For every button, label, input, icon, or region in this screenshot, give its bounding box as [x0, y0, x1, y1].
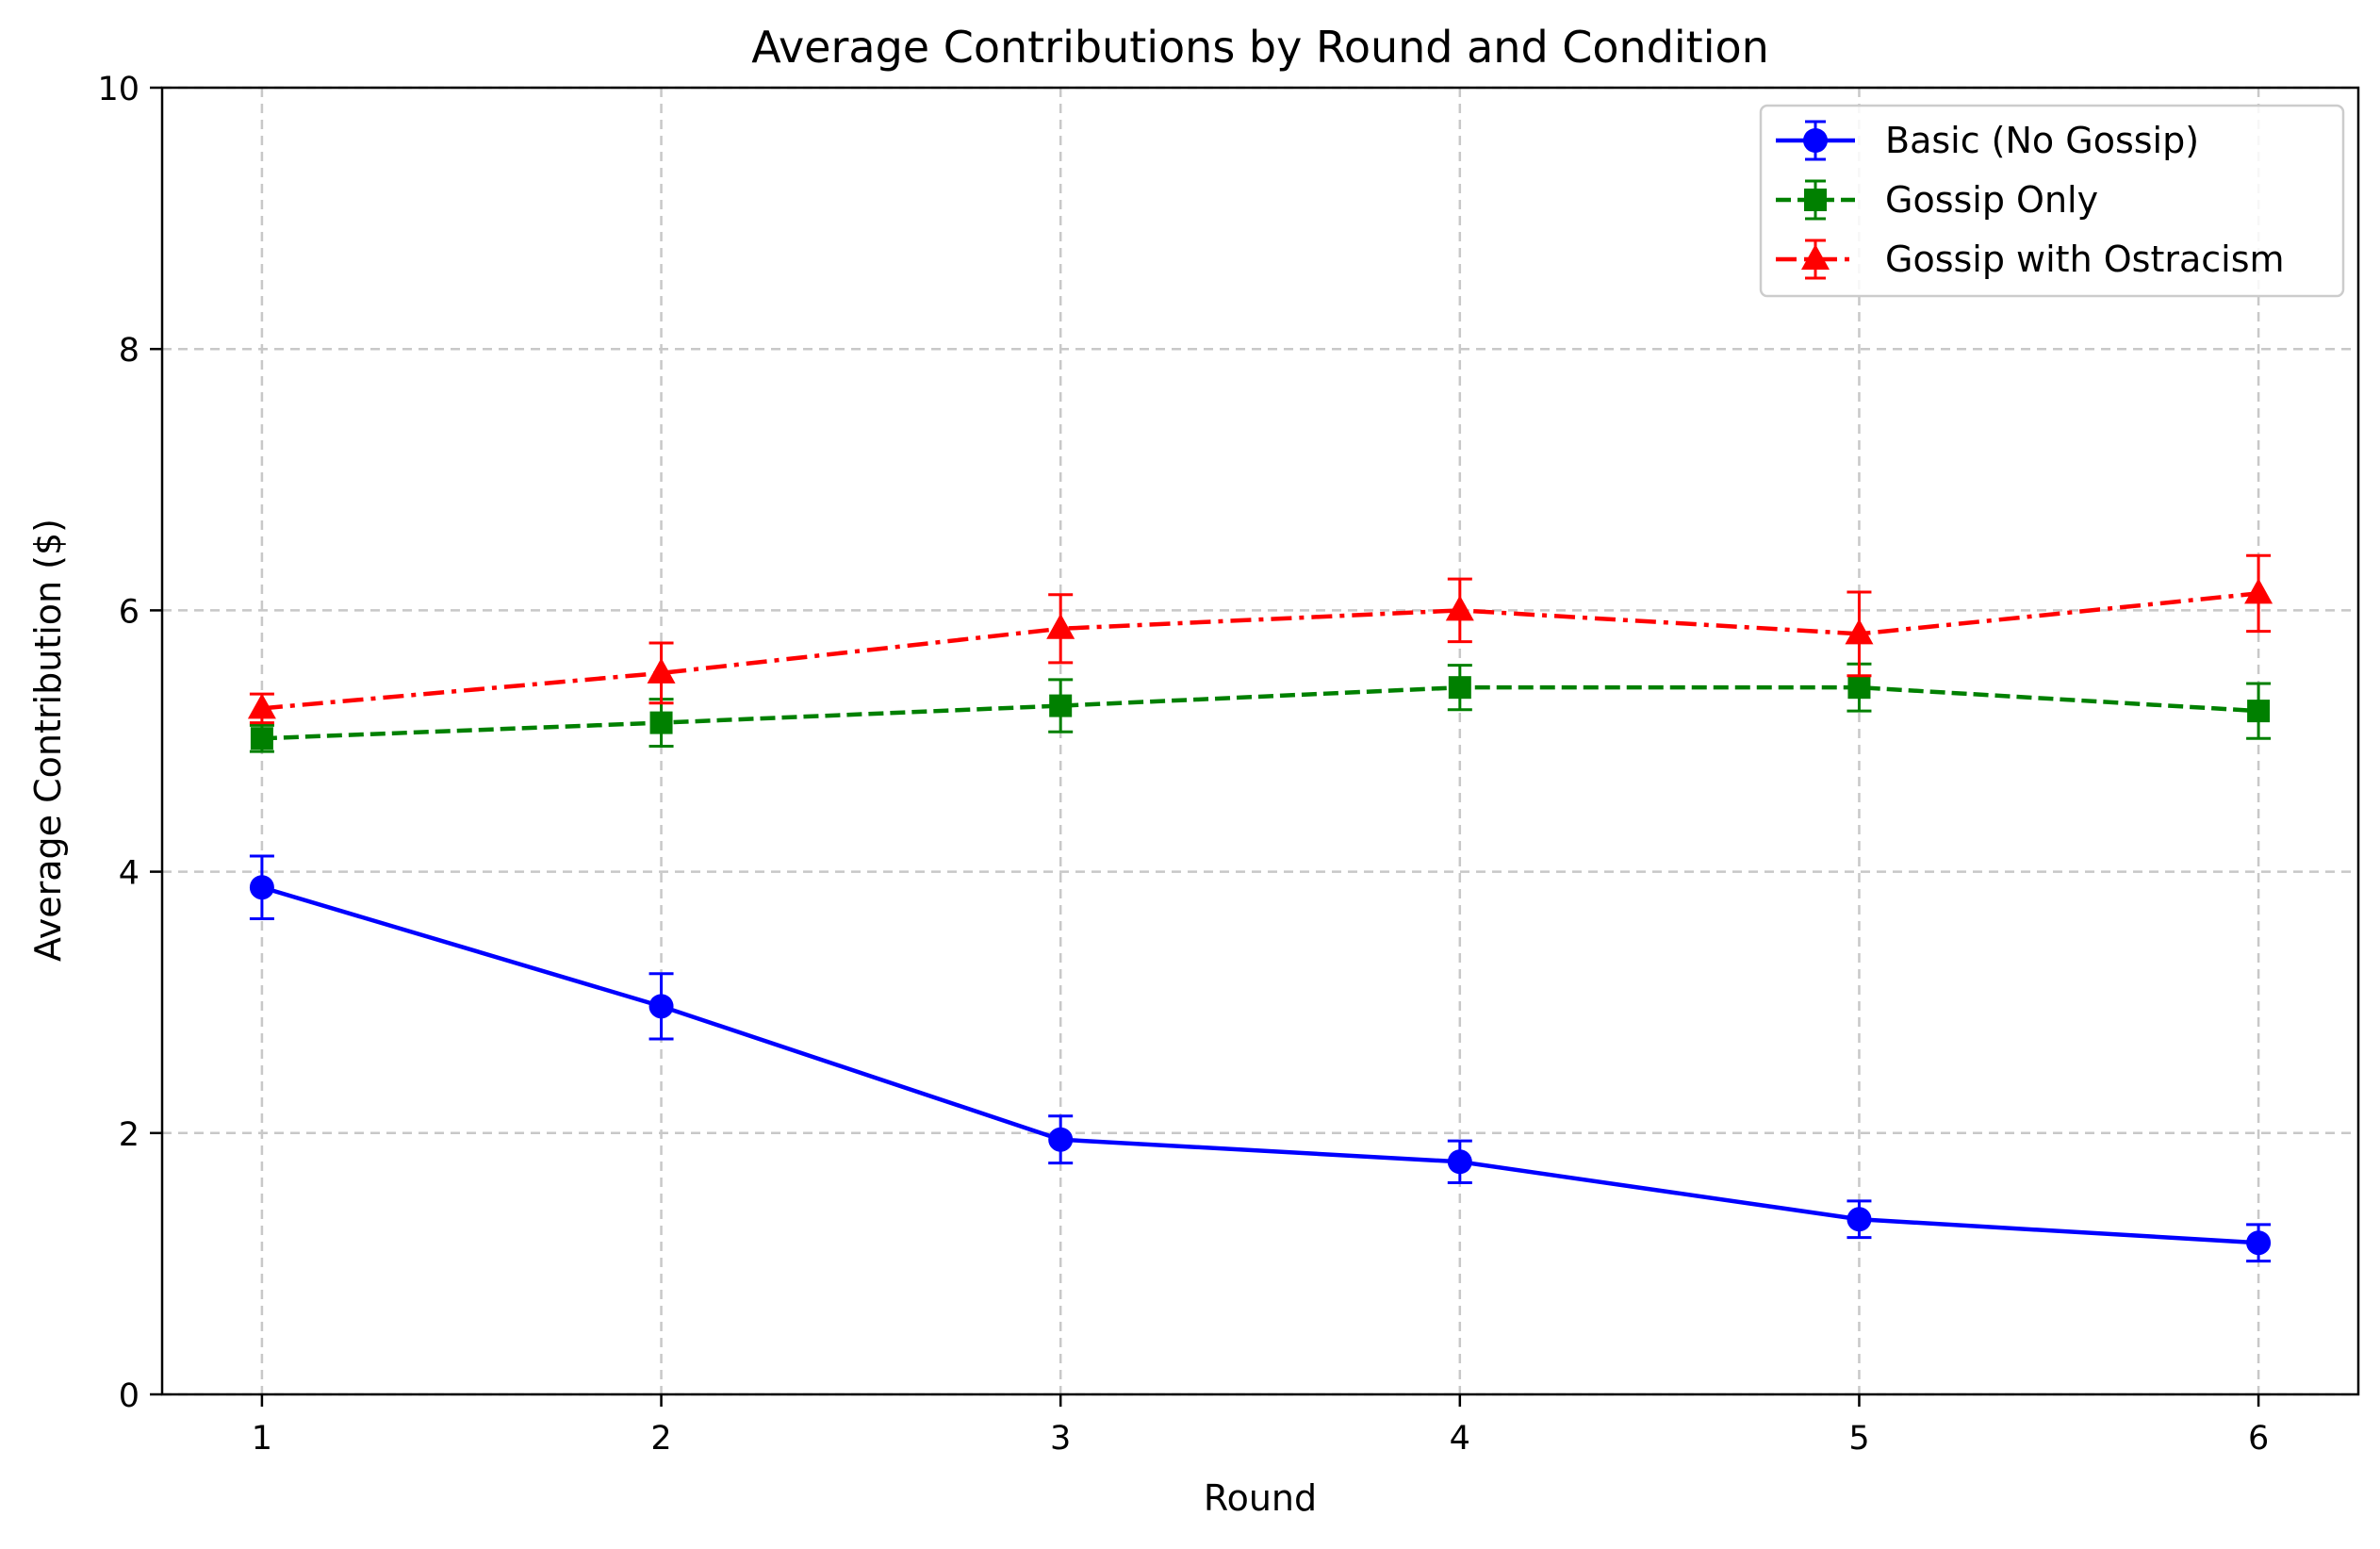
data-point: [647, 657, 676, 684]
legend-frame: [1759, 104, 2345, 298]
data-point: [1448, 676, 1471, 700]
legend-marker: [1803, 128, 1828, 153]
data-point: [1049, 694, 1073, 717]
legend-marker: [1804, 189, 1827, 211]
data-point: [1847, 1207, 1872, 1232]
axes-layer: 1 2 3 4 5 6 0 2 4 6 8 10: [97, 71, 2360, 1458]
y-tick-label: 0: [119, 1377, 140, 1415]
series-line: [261, 885, 2259, 1245]
y-axis-label: Average Contribution ($): [27, 519, 69, 962]
x-tick-label: 3: [1050, 1420, 1071, 1458]
legend-item: Basic (No Gossip): [1776, 120, 2199, 161]
data-point: [249, 875, 274, 900]
x-tick-label: 5: [1848, 1420, 1869, 1458]
plot-frame: [160, 86, 2360, 1396]
data-point: [1447, 1149, 1472, 1175]
series-0: [249, 854, 2272, 1263]
data-point: [1845, 618, 1874, 645]
series-line: [261, 591, 2259, 711]
data-point: [1048, 1127, 1074, 1152]
legend: Basic (No Gossip) Gossip Only Gossip with …: [1759, 104, 2345, 298]
chart-title: Average Contributions by Round and Condi…: [751, 22, 1769, 73]
series-1: [249, 662, 2272, 753]
legend-marker: [1801, 244, 1830, 270]
data-point: [649, 711, 673, 734]
data-point: [1046, 613, 1075, 639]
data-point: [2247, 700, 2271, 723]
data-point: [2244, 578, 2273, 604]
x-axis-label: Round: [1204, 1477, 1317, 1519]
series-2: [247, 553, 2273, 725]
legend-item: Gossip Only: [1776, 179, 2098, 221]
data-point: [250, 727, 273, 750]
y-tick-label: 10: [97, 71, 140, 108]
y-tick-label: 2: [119, 1116, 140, 1154]
data-point: [247, 693, 276, 719]
series-layer: [247, 553, 2273, 1263]
data-point: [648, 994, 674, 1019]
legend-item: Gossip with Ostracism: [1776, 239, 2285, 280]
x-tick-label: 6: [2248, 1420, 2269, 1458]
y-tick-label: 8: [119, 332, 140, 370]
legend-label: Basic (No Gossip): [1885, 120, 2199, 161]
series-line: [261, 684, 2259, 741]
x-tick-label: 1: [252, 1420, 272, 1458]
data-point: [1445, 595, 1474, 621]
x-tick-label: 2: [650, 1420, 671, 1458]
data-point: [2246, 1230, 2272, 1256]
legend-label: Gossip with Ostracism: [1885, 239, 2285, 280]
x-tick-label: 4: [1450, 1420, 1470, 1458]
data-point: [1847, 676, 1871, 700]
y-tick-label: 6: [119, 593, 140, 631]
legend-label: Gossip Only: [1885, 179, 2098, 221]
y-tick-label: 4: [119, 855, 140, 893]
